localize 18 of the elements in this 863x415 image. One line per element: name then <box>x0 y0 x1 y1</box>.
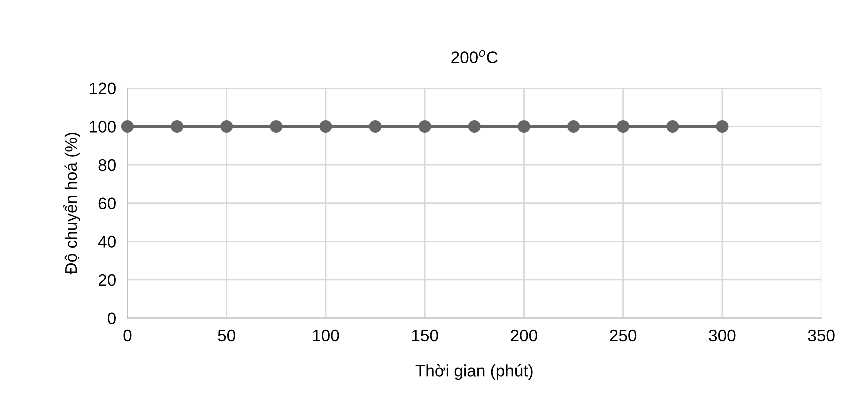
y-tick-label: 80 <box>98 159 116 172</box>
y-tick-label: 40 <box>98 236 116 248</box>
y-tick-label: 0 <box>108 312 116 325</box>
y-axis-title: Độ chuyển hoá (%) <box>64 133 80 275</box>
y-tick-label: 100 <box>90 121 116 133</box>
x-tick-label: 250 <box>610 330 637 342</box>
x-tick-label: 0 <box>124 330 132 342</box>
y-tick-label: 120 <box>90 82 116 95</box>
x-tick-label: 100 <box>313 330 340 342</box>
x-tick-label: 50 <box>218 330 236 342</box>
x-tick-label: 200 <box>511 330 538 342</box>
x-tick-label: 300 <box>709 330 736 342</box>
x-axis-title: Thời gian (phút) <box>416 364 533 380</box>
y-tick-label: 20 <box>98 274 116 286</box>
x-tick-label: 150 <box>412 330 438 342</box>
x-tick-label: 350 <box>808 330 835 342</box>
chart-title: 200$^{o}$C <box>452 50 498 64</box>
y-tick-label: 60 <box>98 198 116 210</box>
